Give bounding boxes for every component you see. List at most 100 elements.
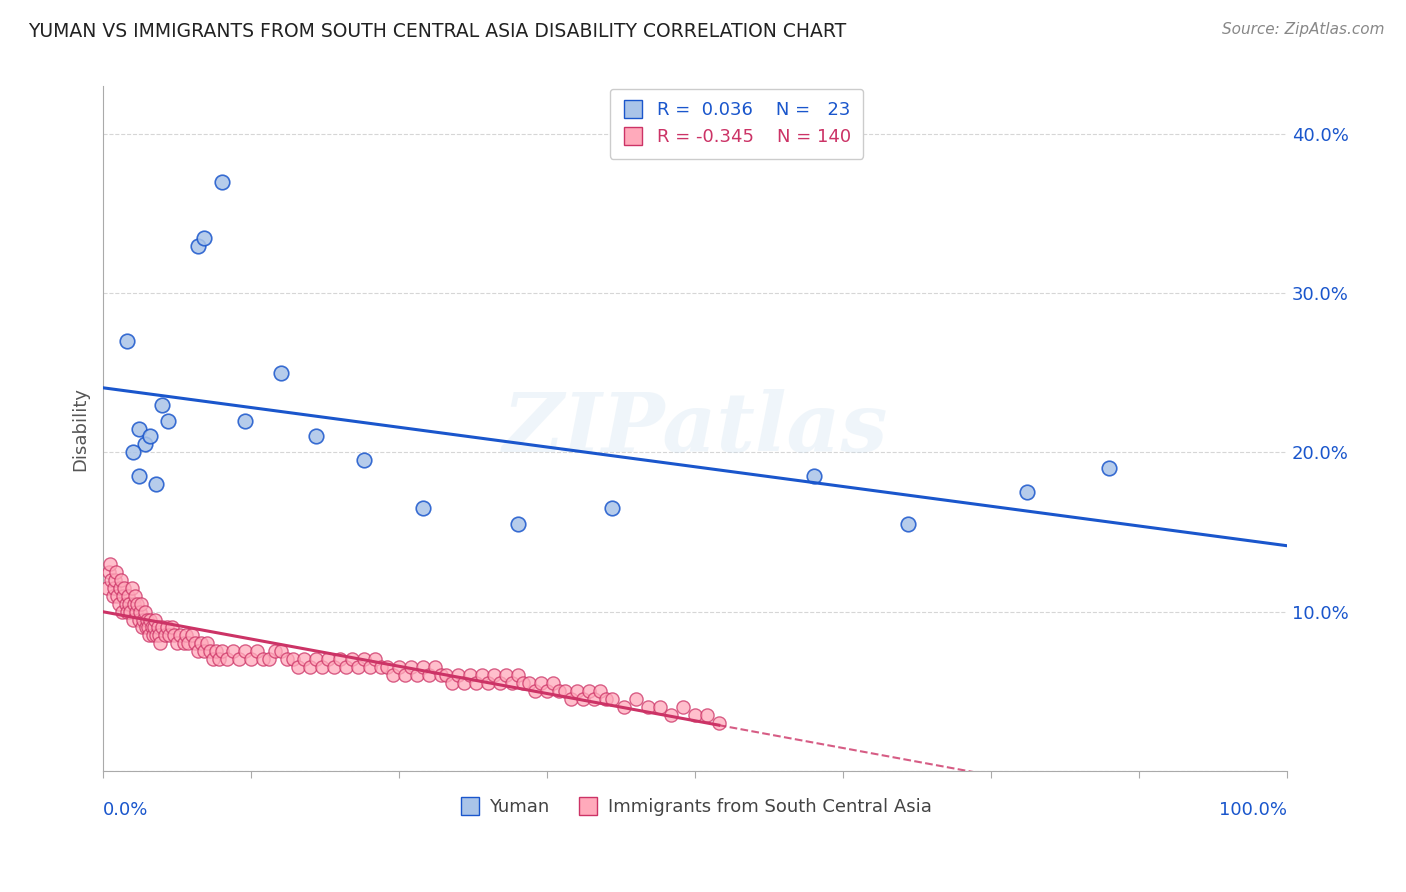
Point [353, 652, 375, 666]
Point [181, 628, 204, 642]
Point [583, 692, 606, 706]
Point [240, 652, 263, 666]
Point [571, 692, 593, 706]
Point [405, 668, 427, 682]
Point [1015, 485, 1038, 500]
Point [105, 589, 128, 603]
Text: ZIPatlas: ZIPatlas [502, 389, 887, 468]
Point [169, 628, 191, 642]
Point [127, 597, 149, 611]
Point [222, 644, 245, 658]
Point [578, 684, 600, 698]
Point [541, 676, 564, 690]
Point [193, 644, 215, 658]
Point [145, 477, 167, 491]
Point [233, 644, 256, 658]
Point [142, 628, 165, 642]
Point [174, 628, 197, 642]
Point [595, 692, 617, 706]
Point [177, 636, 200, 650]
Point [118, 597, 141, 611]
Point [246, 644, 269, 658]
Point [150, 620, 173, 634]
Point [149, 636, 172, 650]
Point [98, 565, 121, 579]
Point [316, 652, 339, 666]
Point [134, 605, 156, 619]
Point [131, 620, 153, 634]
Point [512, 676, 534, 690]
Point [305, 652, 328, 666]
Point [136, 613, 159, 627]
Point [589, 684, 612, 698]
Point [294, 652, 316, 666]
Point [648, 700, 671, 714]
Point [100, 573, 122, 587]
Point [353, 453, 375, 467]
Point [145, 628, 167, 642]
Point [382, 668, 405, 682]
Point [117, 589, 139, 603]
Point [98, 557, 121, 571]
Point [661, 708, 683, 723]
Point [600, 692, 623, 706]
Point [495, 668, 517, 682]
Point [276, 652, 298, 666]
Point [441, 676, 464, 690]
Point [187, 644, 209, 658]
Point [135, 620, 157, 634]
Point [287, 660, 309, 674]
Point [115, 334, 138, 348]
Point [299, 660, 322, 674]
Point [173, 636, 195, 650]
Point [375, 660, 398, 674]
Point [128, 469, 150, 483]
Point [190, 636, 212, 650]
Point [637, 700, 659, 714]
Point [370, 660, 392, 674]
Point [148, 628, 170, 642]
Legend: Yuman, Immigrants from South Central Asia: Yuman, Immigrants from South Central Asi… [451, 791, 939, 823]
Point [364, 652, 387, 666]
Point [399, 660, 422, 674]
Point [536, 684, 558, 698]
Point [506, 516, 529, 531]
Point [477, 676, 499, 690]
Point [270, 366, 292, 380]
Point [198, 644, 221, 658]
Point [560, 692, 582, 706]
Point [159, 628, 181, 642]
Point [120, 605, 142, 619]
Point [281, 652, 304, 666]
Point [707, 715, 730, 730]
Point [104, 573, 127, 587]
Point [418, 668, 440, 682]
Point [524, 684, 547, 698]
Point [157, 413, 180, 427]
Point [565, 684, 588, 698]
Point [128, 421, 150, 435]
Point [139, 613, 162, 627]
Point [696, 708, 718, 723]
Point [121, 445, 143, 459]
Point [329, 652, 352, 666]
Point [129, 597, 152, 611]
Point [121, 581, 143, 595]
Point [600, 501, 623, 516]
Point [136, 620, 159, 634]
Point [897, 516, 920, 531]
Point [359, 660, 381, 674]
Point [447, 668, 470, 682]
Point [613, 700, 636, 714]
Point [803, 469, 825, 483]
Point [228, 652, 250, 666]
Point [423, 660, 446, 674]
Point [132, 613, 155, 627]
Point [252, 652, 274, 666]
Point [1098, 461, 1121, 475]
Point [143, 620, 166, 634]
Point [436, 668, 458, 682]
Point [96, 581, 118, 595]
Point [160, 620, 183, 634]
Text: YUMAN VS IMMIGRANTS FROM SOUTH CENTRAL ASIA DISABILITY CORRELATION CHART: YUMAN VS IMMIGRANTS FROM SOUTH CENTRAL A… [28, 22, 846, 41]
